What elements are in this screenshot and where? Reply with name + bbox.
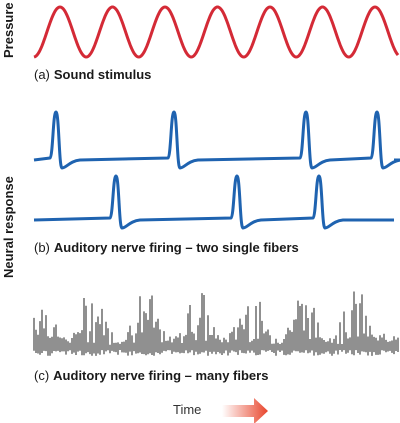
time-arrow-icon [222, 398, 268, 423]
caption-title: Sound stimulus [53, 67, 152, 82]
caption-letter: (c) [34, 368, 50, 383]
caption-two-single-fibers: (b) Auditory nerve firing – two single fi… [34, 240, 299, 255]
caption-letter: (a) [34, 67, 50, 82]
caption-many-fibers: (c) Auditory nerve firing – many fibers [34, 368, 268, 383]
caption-title: Auditory nerve firing – many fibers [53, 368, 269, 383]
many-fibers-trace [33, 291, 399, 356]
fiber-1-trace [33, 110, 400, 170]
time-label: Time [173, 402, 202, 417]
caption-title: Auditory nerve firing – two single fiber… [53, 240, 299, 255]
caption-sound-stimulus: (a) Sound stimulus [34, 67, 151, 82]
caption-letter: (b) [34, 240, 50, 255]
sound-stimulus-wave [33, 5, 400, 59]
fiber-2-trace [33, 174, 394, 230]
